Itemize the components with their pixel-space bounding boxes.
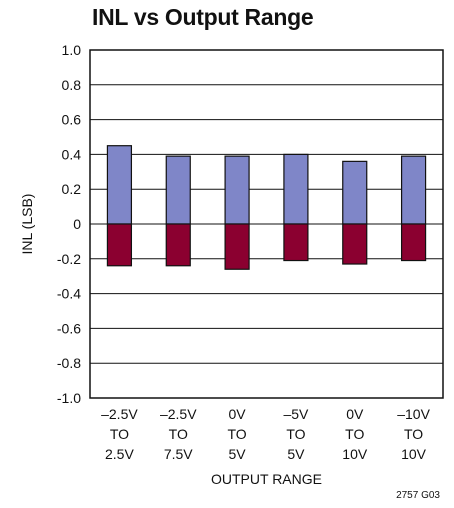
y-tick-label: 0.8 (62, 77, 82, 93)
x-tick-labels: –2.5V TO 2.5V –2.5V TO 7.5V 0V TO 5V –5V TO 5V 0V TO 1… (101, 406, 430, 462)
bar (165, 155, 191, 225)
grid-lines (90, 84, 443, 364)
x-tick-label: 0V TO 5V (227, 406, 246, 462)
x-tick-label: –2.5V TO 2.5V (101, 406, 138, 462)
bar (283, 223, 309, 262)
y-tick-label: -0.4 (57, 286, 81, 302)
x-tick-label: –5V TO 5V (283, 406, 309, 462)
y-tick-label: 0.6 (62, 112, 82, 128)
x-tick-label: –2.5V TO 7.5V (160, 406, 197, 462)
y-tick-label: 1.0 (62, 42, 82, 58)
y-tick-label: -0.8 (57, 355, 81, 371)
x-tick-label: 0V TO 10V (342, 406, 368, 462)
chart-title: INL vs Output Range (92, 4, 314, 30)
x-tick-label: –10V TO 10V (397, 406, 430, 462)
y-tick-label: 0 (73, 216, 81, 232)
bar (342, 223, 368, 265)
y-tick-labels: 1.0 0.8 0.6 0.4 0.2 0 -0.2 -0.4 -0.6 -0.8 -1.0 (57, 42, 81, 406)
bar (342, 160, 368, 225)
bar (224, 223, 250, 270)
y-tick-label: -0.2 (57, 251, 81, 267)
y-tick-label: -0.6 (57, 320, 81, 336)
bar (400, 223, 427, 262)
x-axis-label: OUTPUT RANGE (211, 471, 322, 487)
bars (106, 145, 427, 270)
bar (106, 223, 133, 267)
y-tick-label: 0.4 (62, 146, 82, 162)
bar (165, 223, 191, 267)
y-axis-label: INL (LSB) (19, 194, 35, 255)
bar (283, 153, 309, 225)
y-tick-label: -1.0 (57, 390, 81, 406)
bar (400, 155, 427, 225)
figure-code: 2757 G03 (396, 490, 440, 501)
bar (224, 155, 250, 225)
bar (106, 145, 133, 225)
y-tick-label: 0.2 (62, 181, 82, 197)
plot-frame (89, 49, 444, 399)
